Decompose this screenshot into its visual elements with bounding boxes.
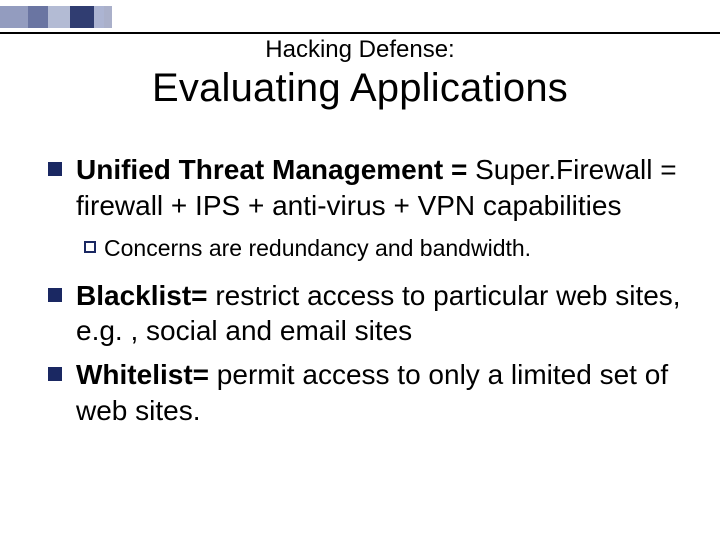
sub-bullet-item: Concerns are redundancy and bandwidth. (84, 234, 682, 264)
deco-square (104, 6, 112, 28)
bullet-rest: Concerns are redundancy and bandwidth. (104, 235, 531, 261)
corner-decoration (0, 6, 112, 28)
bullet-square-icon (48, 162, 62, 176)
deco-square (28, 6, 48, 28)
bullet-square-icon (48, 288, 62, 302)
deco-square (0, 6, 28, 28)
bullet-item: Unified Threat Management = Super.Firewa… (48, 152, 682, 224)
bullet-text: Unified Threat Management = Super.Firewa… (76, 152, 682, 224)
deco-square (70, 6, 94, 28)
bullet-bold: Whitelist= (76, 359, 217, 390)
deco-square (94, 6, 104, 28)
sub-bullet-text: Concerns are redundancy and bandwidth. (104, 234, 531, 264)
bullet-item: Blacklist= restrict access to particular… (48, 278, 682, 350)
slide-body: Unified Threat Management = Super.Firewa… (48, 152, 682, 437)
sub-bullet-square-icon (84, 241, 96, 253)
bullet-square-icon (48, 367, 62, 381)
bullet-bold: Blacklist= (76, 280, 215, 311)
bullet-text: Whitelist= permit access to only a limit… (76, 357, 682, 429)
bullet-item: Whitelist= permit access to only a limit… (48, 357, 682, 429)
horizontal-rule (0, 32, 720, 34)
bullet-text: Blacklist= restrict access to particular… (76, 278, 682, 350)
bullet-bold: Unified Threat Management = (76, 154, 475, 185)
title-supertitle: Hacking Defense: (0, 36, 720, 64)
slide-title: Hacking Defense: Evaluating Applications (0, 36, 720, 111)
title-main: Evaluating Applications (0, 66, 720, 111)
deco-square (48, 6, 70, 28)
